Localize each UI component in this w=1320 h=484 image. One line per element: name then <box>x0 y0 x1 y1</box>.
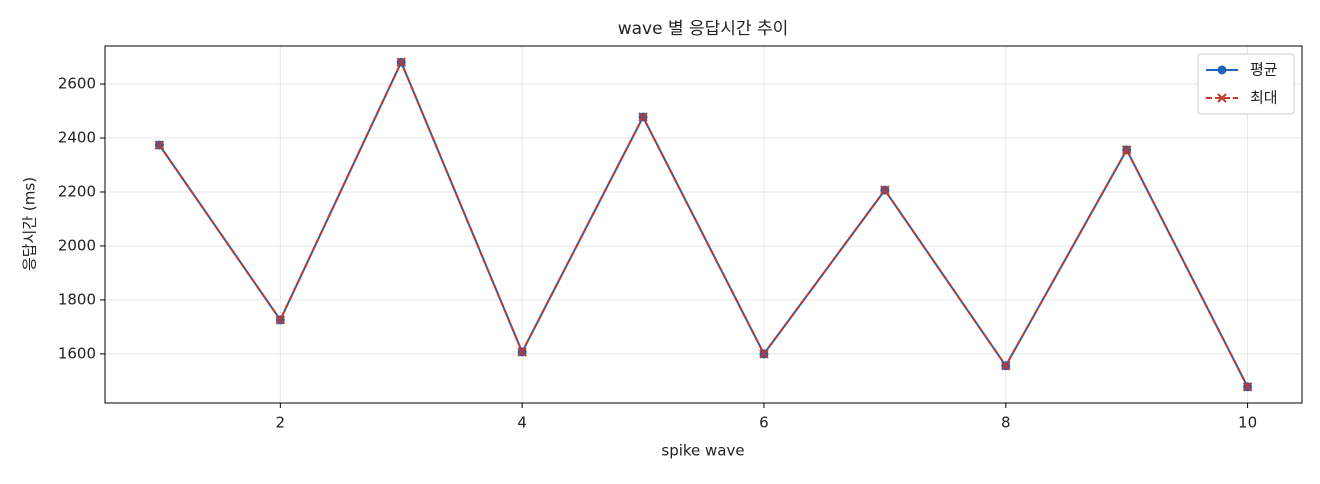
chart-title: wave 별 응답시간 추이 <box>618 19 789 39</box>
point <box>759 349 769 359</box>
point <box>1242 382 1253 392</box>
y-tick-label: 1600 <box>58 344 96 362</box>
x-tick-label: 2 <box>276 414 286 432</box>
point <box>275 315 286 325</box>
legend-marker <box>1217 93 1227 103</box>
legend-frame <box>1197 53 1295 115</box>
x-tick-label: 6 <box>759 414 769 432</box>
x-axis-label: spike wave <box>661 442 744 460</box>
y-tick-label: 2400 <box>58 129 96 147</box>
x-tick-label: 4 <box>517 414 527 432</box>
x-tick-label: 10 <box>1238 414 1257 432</box>
legend-label: 최대 <box>1250 89 1278 107</box>
point <box>154 140 165 150</box>
point <box>1121 145 1132 155</box>
line <box>158 59 1249 388</box>
y-tick-label: 2600 <box>58 75 96 93</box>
legend-label: 평균 <box>1250 61 1278 79</box>
y-axis-label: 응답시간 (ms) <box>21 177 39 271</box>
y-tick-label: 2000 <box>58 236 96 254</box>
point <box>517 347 527 357</box>
y-tick-label: 2200 <box>58 182 96 200</box>
point <box>638 112 648 122</box>
legend-marker <box>1217 65 1227 75</box>
point <box>1001 361 1011 371</box>
plot-frame <box>104 45 1303 404</box>
x-tick-label: 8 <box>1001 414 1011 432</box>
y-tick-label: 1800 <box>58 290 96 308</box>
point <box>396 57 406 67</box>
point <box>880 185 890 195</box>
